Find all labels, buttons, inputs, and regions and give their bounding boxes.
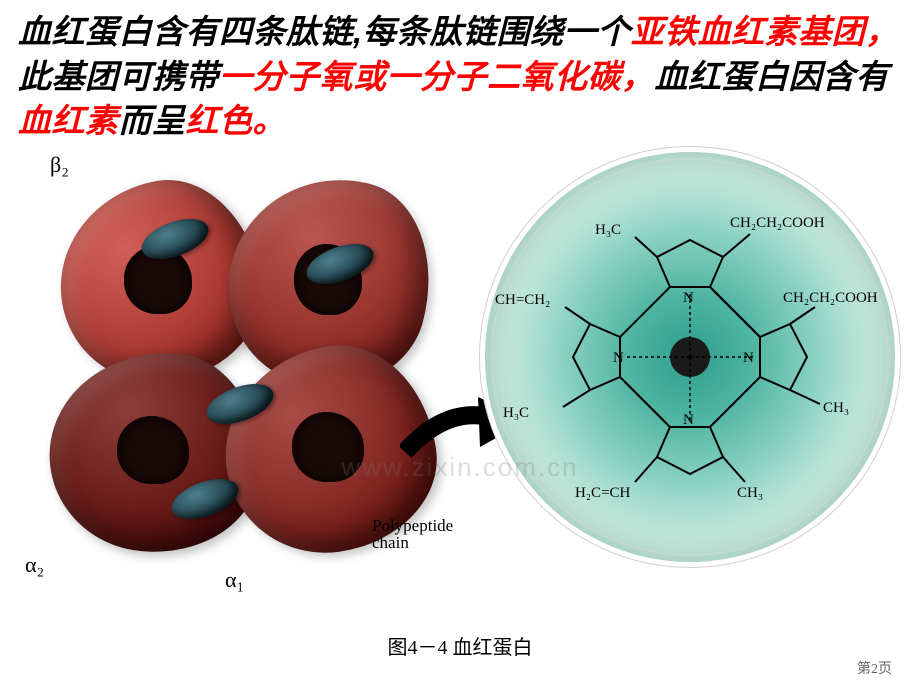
label-polypeptide: Polypeptidechain bbox=[372, 517, 462, 553]
h-seg-3: 一分子氧或一分子二氧化碳， bbox=[219, 58, 655, 95]
lbl-n-left: N bbox=[613, 350, 624, 366]
lbl-chch2: CH=CH₂ bbox=[495, 292, 550, 308]
lbl-cooh-1: CH₂CH₂COOH bbox=[730, 215, 825, 231]
h-seg-6: 而呈 bbox=[119, 102, 186, 139]
heading: 血红蛋白含有四条肽链,每条肽链围绕一个亚铁血红素基团， 此基团可携带一分子氧或一分… bbox=[0, 0, 920, 144]
figure-caption: 图4－4 血红蛋白 bbox=[0, 631, 920, 660]
lbl-n-right: N bbox=[743, 350, 754, 366]
h-seg-4: 血红蛋白因含有 bbox=[655, 58, 890, 95]
lbl-ch3-1: CH₃ bbox=[823, 400, 849, 416]
lbl-h3c-2: H₃C bbox=[503, 405, 529, 421]
lbl-h3c-1: H₃C bbox=[595, 222, 621, 238]
h-seg-7: 红色。 bbox=[186, 102, 287, 139]
lbl-cooh-2: CH₂CH₂COOH bbox=[783, 290, 878, 306]
lbl-h2cch-1: H₂C=CH bbox=[575, 485, 631, 501]
h-seg-0: 血红蛋白含有四条肽链,每条肽链围绕一个 bbox=[18, 13, 631, 50]
figure-area: β₂ α₁ α₂ Polypeptidechain bbox=[0, 152, 920, 622]
lbl-ch3-2: CH₃ bbox=[737, 485, 763, 501]
heme-svg: N N N N H₃C CH₂CH₂COOH CH₂CH₂COOH CH₃ CH… bbox=[475, 142, 905, 572]
page-number: 第2页 bbox=[857, 658, 892, 678]
heme-structure: N N N N H₃C CH₂CH₂COOH CH₂CH₂COOH CH₃ CH… bbox=[475, 142, 905, 572]
h-seg-5: 血红素 bbox=[18, 102, 119, 139]
hemoglobin-illustration: β₂ α₁ α₂ Polypeptidechain bbox=[20, 152, 460, 592]
lbl-n-bottom: N bbox=[683, 412, 694, 428]
h-seg-2: 此基团可携带 bbox=[18, 58, 219, 95]
label-beta2: β₂ bbox=[50, 152, 69, 178]
h-seg-1: 亚铁血红素基团， bbox=[631, 13, 899, 50]
lbl-n-top: N bbox=[683, 290, 694, 306]
label-alpha1: α₁ bbox=[225, 567, 244, 593]
label-alpha2: α₂ bbox=[25, 552, 44, 578]
